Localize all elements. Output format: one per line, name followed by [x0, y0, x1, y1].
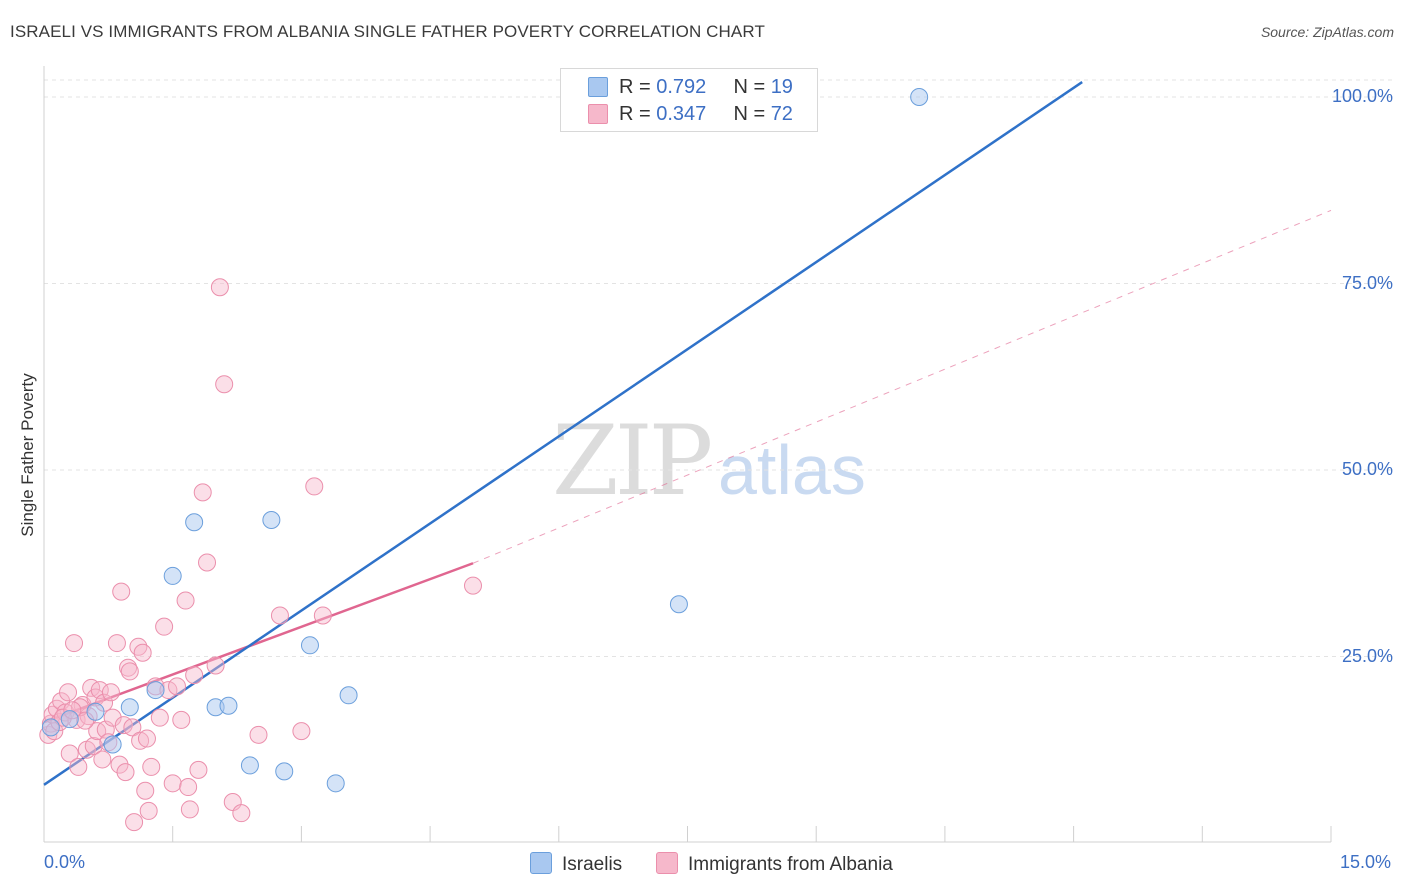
bottom-legend-swatch-israelis [530, 852, 552, 874]
legend-r-value: 0.792 [656, 76, 707, 98]
point-albania [292, 722, 311, 741]
point-albania [193, 483, 212, 502]
point-albania [185, 666, 204, 685]
point-albania [136, 781, 155, 800]
point-albania [249, 725, 268, 744]
legend-n-value: 19 [770, 76, 793, 98]
point-albania [270, 606, 289, 625]
point-israelis [146, 681, 165, 700]
point-albania [172, 710, 191, 729]
legend-n-label: N = [733, 76, 771, 98]
bottom-legend-albania: Immigrants from Albania [656, 852, 893, 876]
axes [43, 66, 1332, 843]
point-israelis [103, 735, 122, 754]
point-albania [142, 757, 161, 776]
y-tick-label-100: 100.0% [1331, 86, 1393, 106]
point-albania [110, 755, 129, 774]
point-albania [120, 662, 139, 681]
point-israelis [86, 702, 105, 721]
point-israelis [163, 566, 182, 585]
point-albania [305, 477, 324, 496]
point-albania [210, 278, 229, 297]
y-axis-title: Single Father Poverty [18, 373, 37, 537]
legend-n-value: 72 [770, 103, 793, 125]
point-albania [189, 760, 208, 779]
point-albania [139, 801, 158, 820]
point-albania [155, 617, 174, 636]
legend-r-label: R = [619, 103, 657, 125]
point-israelis [185, 513, 204, 532]
point-albania [198, 553, 217, 572]
bottom-legend-label-albania: Immigrants from Albania [688, 854, 893, 875]
grid-lines [44, 79, 1392, 657]
point-albania [176, 591, 195, 610]
chart-title: ISRAELI VS IMMIGRANTS FROM ALBANIA SINGL… [10, 22, 765, 41]
point-albania [107, 634, 126, 653]
x-tick-label-max: 15.0% [1340, 852, 1392, 872]
point-israelis [275, 762, 294, 781]
point-albania [313, 606, 332, 625]
point-israelis [262, 510, 281, 529]
trend-line-albania [43, 562, 474, 724]
point-israelis [339, 686, 358, 705]
point-albania [103, 708, 122, 727]
trend-line-albania-dashed [472, 209, 1332, 564]
point-albania [112, 582, 131, 601]
point-albania [123, 718, 142, 737]
point-albania [65, 634, 84, 653]
point-albania [116, 763, 135, 782]
point-albania [60, 744, 79, 763]
point-israelis [910, 88, 929, 106]
point-albania [464, 576, 482, 595]
point-albania [215, 375, 234, 394]
legend-n-label: N = [733, 103, 771, 125]
point-albania [150, 708, 169, 727]
point-albania [137, 729, 156, 748]
point-israelis [669, 595, 688, 614]
data-points [39, 88, 929, 832]
point-albania [167, 677, 186, 696]
y-tick-label-25: 25.0% [1341, 645, 1393, 666]
correlation-legend: R = 0.792 N = 19 R = 0.347 N = 72 [560, 68, 818, 132]
point-israelis [219, 696, 238, 715]
point-israelis [41, 718, 60, 737]
trend-line-israelis [43, 81, 1083, 786]
bottom-legend-swatch-albania [656, 852, 678, 874]
point-albania [93, 750, 112, 769]
point-israelis [120, 698, 139, 717]
point-albania [101, 683, 120, 702]
x-tick-label-min: 0.0% [44, 852, 86, 872]
point-albania [180, 800, 199, 819]
point-israelis [300, 636, 319, 655]
point-albania [232, 804, 251, 823]
point-albania [125, 813, 144, 832]
legend-r-value: 0.347 [656, 103, 707, 125]
legend-r-label: R = [619, 76, 657, 98]
point-albania [206, 656, 225, 675]
source-label: Source: ZipAtlas.com [1260, 24, 1394, 40]
trend-lines [43, 81, 1332, 786]
y-tick-label-75: 75.0% [1341, 272, 1393, 293]
y-tick-label-50: 50.0% [1341, 459, 1393, 479]
point-albania [163, 774, 182, 793]
point-albania [59, 683, 78, 702]
bottom-legend-label-israelis: Israelis [562, 854, 623, 875]
point-albania [133, 643, 152, 662]
point-israelis [240, 756, 259, 775]
legend-swatch-israelis [588, 77, 608, 97]
point-albania [84, 737, 103, 756]
point-albania [179, 778, 198, 797]
point-israelis [326, 774, 345, 793]
point-albania [131, 731, 150, 750]
legend-swatch-albania [588, 104, 608, 124]
bottom-legend-israelis: Israelis [530, 852, 622, 876]
point-israelis [60, 710, 79, 729]
point-albania [69, 757, 88, 776]
